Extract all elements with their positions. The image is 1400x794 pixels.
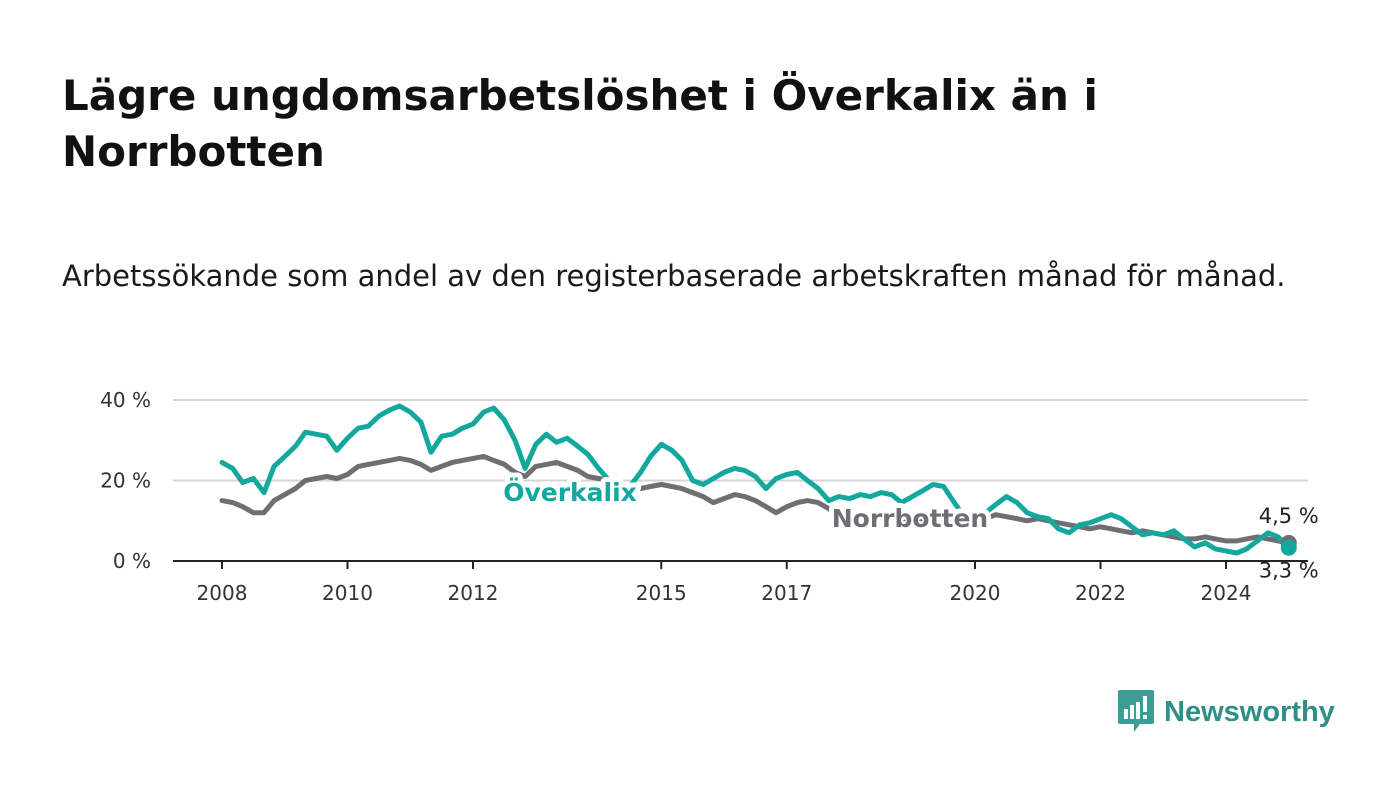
newsworthy-logo-icon: [1118, 690, 1154, 732]
series-line-norrbotten: [219, 453, 1292, 546]
y-tick-label: 0 %: [113, 549, 151, 573]
series-label-halo: Norrbotten: [832, 504, 988, 533]
series-end-label: 3,3 %: [1259, 559, 1319, 583]
x-tick-label: 2022: [1075, 581, 1126, 605]
x-tick-label: 2010: [322, 581, 373, 605]
chart-subtitle: Arbetssökande som andel av den registerb…: [62, 259, 1286, 293]
series-label-halo: Överkalix: [503, 477, 637, 507]
x-tick-label: 2024: [1201, 581, 1252, 605]
x-tick-label: 2012: [448, 581, 499, 605]
y-tick-label: 40 %: [100, 388, 151, 412]
chart-title: Lägre ungdomsarbetslöshet i Överkalix än…: [62, 71, 1098, 176]
x-tick-label: 2020: [950, 581, 1001, 605]
series-label: Norrbotten: [832, 504, 988, 533]
series-line-verkalix: [219, 403, 1292, 556]
newsworthy-logo-text: Newsworthy: [1164, 695, 1335, 728]
y-tick-label: 20 %: [100, 469, 151, 493]
x-tick-label: 2008: [197, 581, 248, 605]
x-tick-label: 2015: [636, 581, 687, 605]
newsworthy-logo[interactable]: Newsworthy: [1118, 690, 1335, 734]
x-tick-label: 2017: [761, 581, 812, 605]
series-end-label: 4,5 %: [1259, 504, 1319, 528]
series-end-point: [1280, 539, 1297, 556]
series-label: Överkalix: [503, 477, 637, 507]
